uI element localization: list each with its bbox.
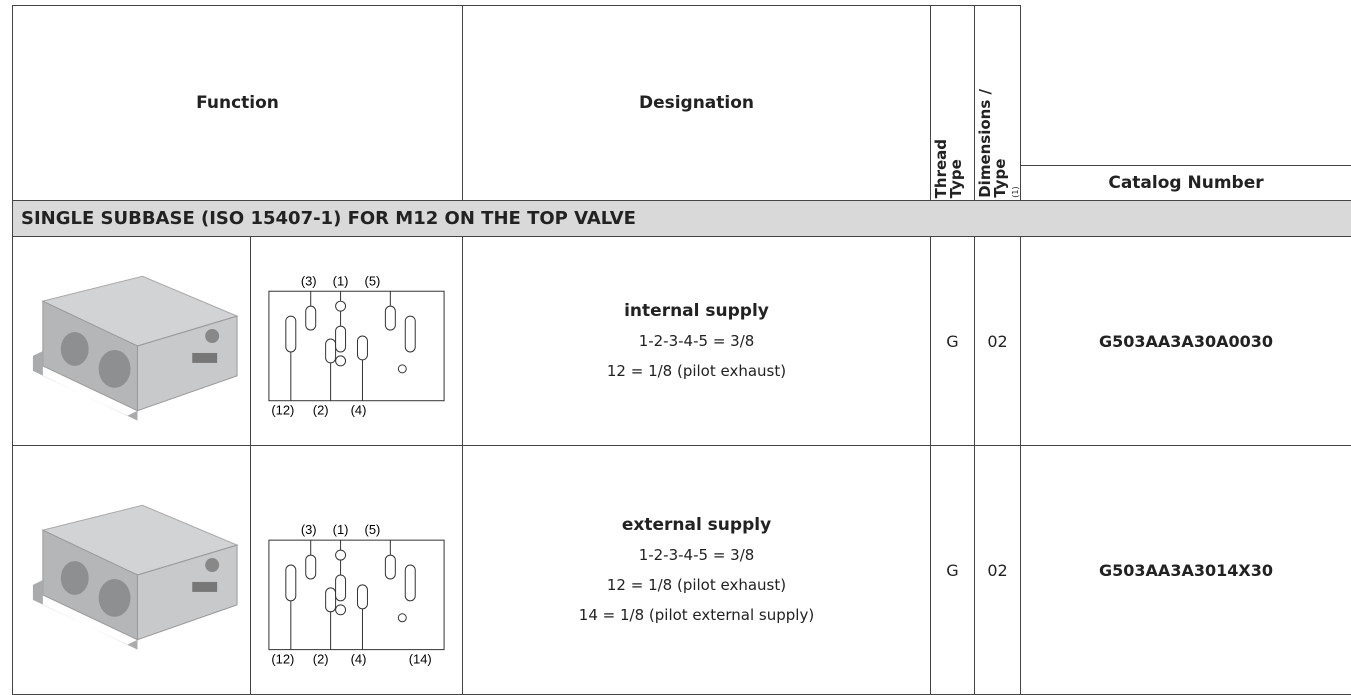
dimensions: 02 <box>987 561 1007 580</box>
port-label: (3) <box>301 273 317 288</box>
thread-cell: G <box>930 236 975 446</box>
port <box>61 332 89 366</box>
header-function: Function <box>196 93 279 113</box>
symbol-element <box>306 306 316 330</box>
symbol-element <box>306 555 316 579</box>
symbol-element <box>336 301 346 311</box>
thread: G <box>946 561 958 580</box>
symbol-element <box>398 365 406 373</box>
thread: G <box>946 332 958 351</box>
port-label: (2) <box>313 403 329 418</box>
screw <box>205 329 219 343</box>
port-label: (2) <box>313 652 329 667</box>
header-cell: Function <box>12 5 463 201</box>
symbol: (3) (1) (5) (12) (2) (4) <box>251 241 462 441</box>
header-cell: Designation <box>462 5 931 201</box>
symbol-element <box>286 565 296 601</box>
port-label: (4) <box>351 652 367 667</box>
symbol-element <box>405 565 415 601</box>
dimensions-cell: 02 <box>974 236 1021 446</box>
label <box>192 353 217 363</box>
header-catalog: Catalog Number <box>1108 173 1263 193</box>
designation-title: internal supply <box>624 296 769 326</box>
port <box>61 561 89 595</box>
port-label: (12) <box>271 652 294 667</box>
thread-cell: G <box>930 445 975 695</box>
designation-line: 14 = 1/8 (pilot external supply) <box>579 600 814 630</box>
image-cell <box>12 445 251 695</box>
label <box>192 582 217 592</box>
symbol-element <box>336 550 346 560</box>
catalog-cell: G503AA3A30A0030 <box>1020 236 1351 446</box>
symbol-element <box>357 336 367 360</box>
symbol-element <box>286 316 296 352</box>
port-label: (1) <box>333 273 349 288</box>
port <box>99 350 131 388</box>
port-label: (1) <box>333 522 349 537</box>
product-image <box>13 470 250 670</box>
designation-title: external supply <box>622 510 771 540</box>
port <box>99 579 131 617</box>
header-line: Type <box>993 89 1008 198</box>
dimensions-cell: 02 <box>974 445 1021 695</box>
catalog-number: G503AA3A3014X30 <box>1099 561 1273 580</box>
symbol: (3) (1) (5) (12) (2) (4) (14) <box>251 470 462 670</box>
symbol-element <box>405 316 415 352</box>
symbol-element <box>326 339 336 363</box>
product-image <box>13 241 250 441</box>
symbol-cell: (3) (1) (5) (12) (2) (4) (14) <box>250 445 463 695</box>
symbol-element <box>336 575 346 601</box>
symbol-element <box>336 605 346 615</box>
catalog-cell: G503AA3A3014X30 <box>1020 445 1351 695</box>
designation-line: 12 = 1/8 (pilot exhaust) <box>607 356 786 386</box>
dimensions: 02 <box>987 332 1007 351</box>
section-row: SINGLE SUBBASE (ISO 15407-1) FOR M12 ON … <box>12 200 1351 237</box>
catalog-number: G503AA3A30A0030 <box>1099 332 1273 351</box>
symbol-element <box>336 326 346 352</box>
symbol-element <box>385 306 395 330</box>
header-designation: Designation <box>639 93 754 113</box>
port-label: (12) <box>271 403 294 418</box>
symbol-element <box>326 588 336 612</box>
designation-line: 1-2-3-4-5 = 3/8 <box>639 540 755 570</box>
port-label: (3) <box>301 522 317 537</box>
port-label: (5) <box>365 273 381 288</box>
page: Function Designation ThreadType Dimensio… <box>0 0 1351 688</box>
port-label: (14) <box>409 652 432 667</box>
section-title: SINGLE SUBBASE (ISO 15407-1) FOR M12 ON … <box>21 208 636 229</box>
symbol-element <box>336 356 346 366</box>
port-label: (4) <box>351 403 367 418</box>
screw <box>205 558 219 572</box>
symbol-cell: (3) (1) (5) (12) (2) (4) <box>250 236 463 446</box>
symbol-element <box>398 614 406 622</box>
symbol-element <box>357 585 367 609</box>
footnote: (1) <box>1011 187 1020 198</box>
header-cell: Catalog Number <box>1020 165 1351 201</box>
designation-line: 12 = 1/8 (pilot exhaust) <box>607 570 786 600</box>
header-cell: Dimensions /Type (1) <box>974 5 1021 201</box>
designation-line: 1-2-3-4-5 = 3/8 <box>639 326 755 356</box>
image-cell <box>12 236 251 446</box>
header-line: Type <box>949 139 964 198</box>
port-label: (5) <box>365 522 381 537</box>
symbol-element <box>385 555 395 579</box>
